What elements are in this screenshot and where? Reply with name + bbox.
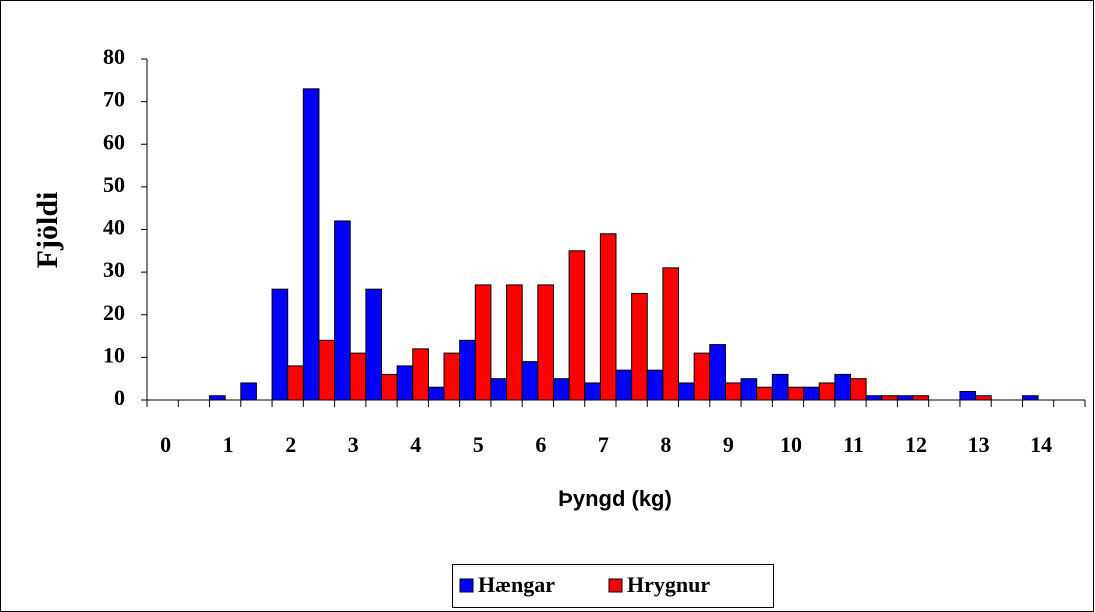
x-tick-label: 14 — [1030, 432, 1052, 457]
bar — [865, 395, 883, 401]
bar — [427, 386, 445, 401]
bar — [646, 369, 664, 401]
bar — [443, 352, 461, 401]
bar — [615, 369, 633, 401]
x-tick-label: 1 — [223, 432, 234, 457]
bar — [287, 365, 304, 401]
x-tick-label: 4 — [410, 432, 421, 457]
bar — [506, 284, 523, 401]
bar — [568, 250, 586, 401]
y-tick-label: 80 — [103, 44, 125, 69]
bar — [209, 395, 226, 401]
x-tick-label: 12 — [905, 432, 927, 457]
bar — [662, 267, 680, 401]
bar — [490, 378, 508, 401]
x-tick-label: 9 — [723, 432, 734, 457]
bar — [771, 373, 789, 401]
y-tick-label: 20 — [103, 300, 125, 325]
bar — [693, 352, 711, 401]
bar — [959, 390, 977, 401]
bar — [584, 382, 601, 401]
bar — [787, 386, 805, 401]
x-tick-label: 3 — [348, 432, 359, 457]
bar — [912, 395, 930, 401]
bar — [537, 284, 554, 401]
x-axis-title: Þyngd (kg) — [558, 486, 672, 511]
x-tick-label: 0 — [160, 432, 171, 457]
bar — [896, 395, 914, 401]
x-tick-label: 13 — [968, 432, 990, 457]
x-tick-label: 10 — [780, 432, 802, 457]
bar — [678, 382, 695, 401]
bar — [365, 288, 383, 401]
legend-label: Hængar — [478, 572, 555, 597]
y-tick-label: 40 — [103, 215, 125, 240]
bar — [349, 352, 367, 401]
bar — [381, 373, 398, 401]
bar — [459, 339, 476, 401]
x-tick-label: 8 — [660, 432, 671, 457]
y-tick-label: 0 — [114, 385, 125, 410]
bar — [318, 339, 336, 401]
bar — [412, 348, 429, 401]
bar — [302, 88, 320, 401]
bar — [631, 292, 648, 401]
x-tick-label: 7 — [598, 432, 609, 457]
y-axis-title: Fjöldi — [31, 192, 64, 269]
x-tick-label: 11 — [843, 432, 864, 457]
bar — [599, 233, 617, 401]
y-tick-label: 10 — [103, 342, 125, 367]
bar — [803, 386, 820, 401]
bar — [881, 395, 898, 401]
bar — [709, 344, 726, 401]
bar — [334, 220, 351, 401]
bar — [521, 361, 539, 401]
bar — [552, 378, 570, 401]
bar — [975, 395, 992, 401]
bar — [724, 382, 742, 401]
bar — [818, 382, 836, 401]
y-tick-label: 30 — [103, 257, 125, 282]
x-tick-label: 2 — [285, 432, 296, 457]
bar — [1021, 395, 1039, 401]
bar — [240, 382, 257, 401]
bar — [834, 373, 851, 401]
x-tick-label: 6 — [535, 432, 546, 457]
legend-label: Hrygnur — [627, 572, 710, 597]
bar — [271, 288, 289, 401]
legend-swatch — [608, 578, 623, 593]
bar — [474, 284, 492, 401]
bar — [740, 378, 758, 401]
bar — [756, 386, 773, 401]
y-tick-label: 60 — [103, 129, 125, 154]
y-tick-label: 70 — [103, 87, 125, 112]
x-tick-label: 5 — [473, 432, 484, 457]
bar — [396, 365, 414, 401]
y-tick-label: 50 — [103, 172, 125, 197]
legend-swatch — [459, 578, 474, 593]
bar — [850, 378, 867, 401]
